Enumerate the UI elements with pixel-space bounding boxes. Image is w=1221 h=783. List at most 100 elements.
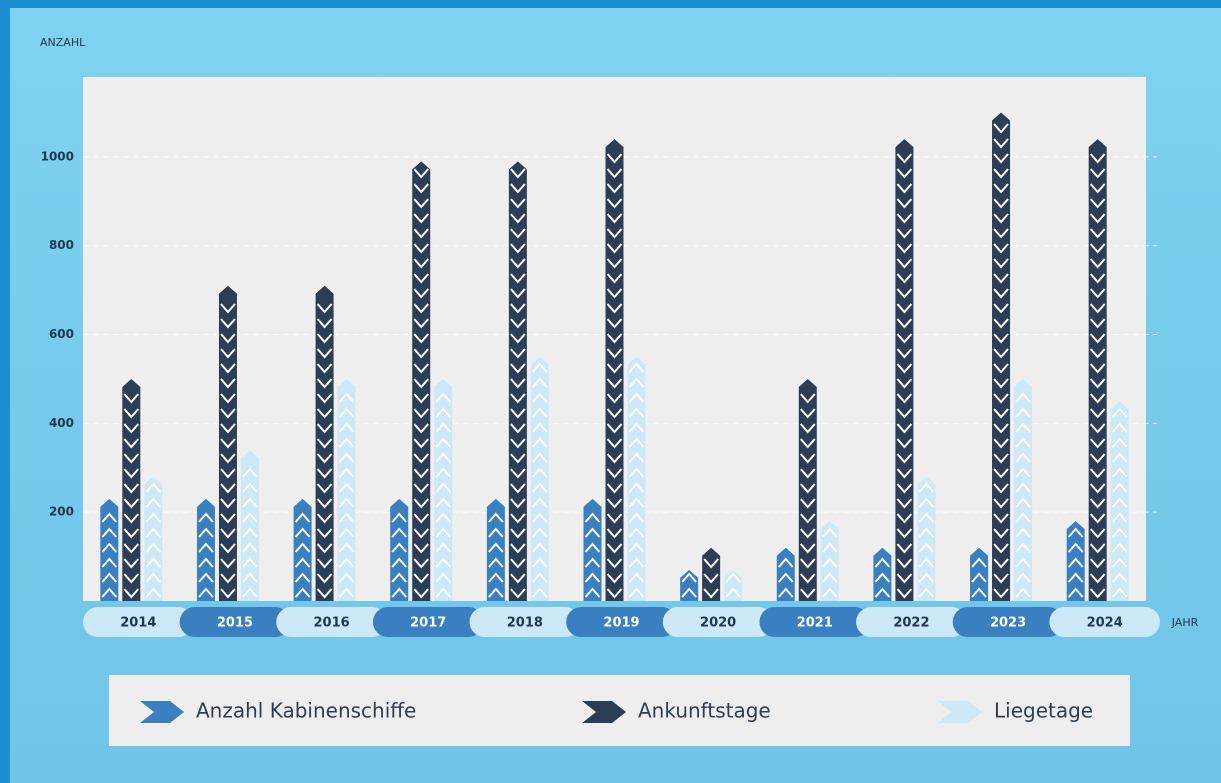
chevron <box>778 557 794 568</box>
chevron <box>242 512 258 523</box>
chevron <box>1089 153 1106 164</box>
chevron <box>1111 572 1128 583</box>
bar-group <box>1110 401 1129 601</box>
bar-group <box>702 547 721 601</box>
chevron <box>918 572 935 583</box>
chevron <box>413 588 429 599</box>
chevron <box>1089 393 1106 404</box>
chevron <box>1067 557 1084 568</box>
chevron <box>435 407 451 418</box>
chevron <box>1067 527 1084 538</box>
chevron <box>606 528 623 539</box>
bar <box>486 498 505 601</box>
chevron <box>993 543 1009 554</box>
chevron <box>488 527 504 538</box>
chevron <box>510 543 526 554</box>
chevron <box>584 542 601 553</box>
chevron <box>1015 422 1031 433</box>
x-tick-label: 2020 <box>700 616 736 631</box>
chevron <box>628 482 645 493</box>
bar-group <box>970 547 989 601</box>
chevron <box>338 497 355 508</box>
chevron <box>220 363 236 374</box>
chevron <box>800 498 816 509</box>
chevron <box>874 587 891 598</box>
chevron <box>435 497 451 508</box>
bar-group <box>873 547 892 601</box>
chevron <box>896 558 913 569</box>
chevron <box>800 468 816 479</box>
chevron <box>145 527 162 538</box>
chevron <box>510 423 526 434</box>
chevron <box>123 588 140 599</box>
chevron <box>294 572 311 583</box>
x-tick-pill <box>469 607 581 637</box>
chevron <box>145 512 162 523</box>
chevron <box>1015 392 1031 403</box>
chevron <box>628 497 645 508</box>
chevron <box>1089 513 1106 524</box>
chevron <box>681 587 697 598</box>
chevron <box>532 482 548 493</box>
chevron <box>123 408 140 419</box>
chevron <box>993 348 1009 359</box>
chevron <box>532 452 548 463</box>
chevron <box>993 453 1009 464</box>
chevron <box>778 587 794 598</box>
chevron <box>1111 512 1128 523</box>
chevron <box>413 243 429 254</box>
chevron <box>510 453 526 464</box>
chevron <box>242 497 258 508</box>
chevron <box>242 587 258 598</box>
x-tick-pill <box>276 607 387 637</box>
chevron <box>1089 558 1106 569</box>
chevron <box>628 422 645 433</box>
chevron <box>413 498 429 509</box>
chevron <box>896 573 913 584</box>
chevron <box>606 408 623 419</box>
chevron <box>971 572 987 583</box>
chevron <box>896 378 913 389</box>
x-tick-pill <box>952 607 1064 637</box>
chevron <box>993 438 1009 449</box>
chevron <box>1089 348 1106 359</box>
chevron <box>1089 258 1106 269</box>
bar <box>434 378 453 601</box>
chevron <box>896 228 913 239</box>
bar <box>583 498 602 601</box>
chevron <box>896 333 913 344</box>
x-tick-pill <box>759 607 871 637</box>
chevron <box>800 588 816 599</box>
chevron <box>413 408 429 419</box>
chevron <box>316 453 333 464</box>
chevron <box>338 467 355 478</box>
chevron <box>606 288 623 299</box>
chevron <box>993 153 1009 164</box>
chevron <box>510 438 526 449</box>
chevron <box>220 498 236 509</box>
chevron <box>1089 273 1106 284</box>
chevron <box>220 333 236 344</box>
chevron <box>510 348 526 359</box>
chevron <box>510 378 526 389</box>
chevron <box>896 468 913 479</box>
chevron <box>510 288 526 299</box>
x-tick-pill <box>372 607 484 637</box>
chevron <box>198 587 214 598</box>
x-tick-pill <box>662 607 774 637</box>
chevron <box>510 513 526 524</box>
chevron <box>896 528 913 539</box>
chevron <box>896 273 913 284</box>
chevron <box>413 363 429 374</box>
chevron <box>338 392 355 403</box>
chevron <box>703 558 719 569</box>
chevron <box>971 557 987 568</box>
chevron <box>413 483 429 494</box>
chevron <box>101 542 118 553</box>
chevron <box>628 527 645 538</box>
chevron <box>896 393 913 404</box>
chevron <box>338 542 355 553</box>
bar-group <box>196 498 215 601</box>
chevron <box>822 587 838 598</box>
